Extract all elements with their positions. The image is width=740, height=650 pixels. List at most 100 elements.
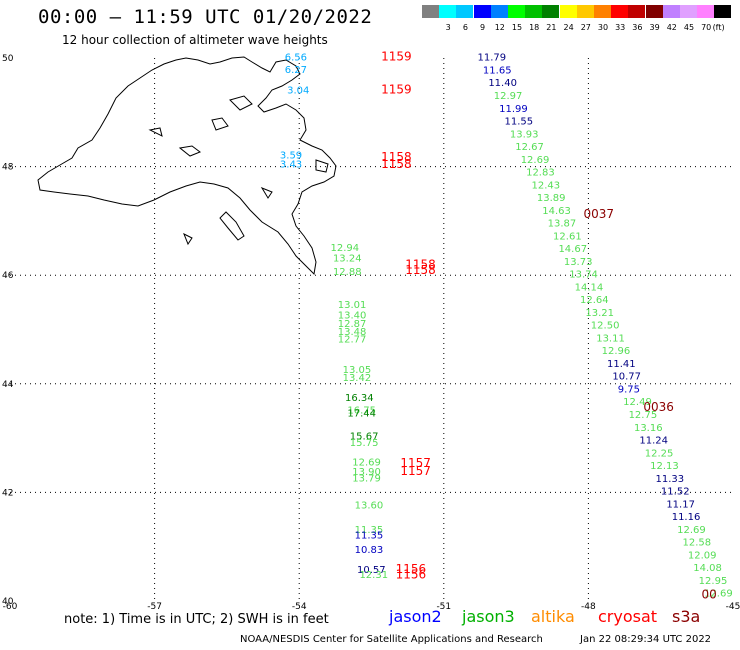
- wave-height-label: 11.65: [483, 65, 512, 76]
- wave-height-label: 13.05: [343, 365, 372, 376]
- wave-height-label: 12.96: [602, 346, 631, 357]
- latitude-tick-label: 40: [2, 597, 14, 607]
- wave-height-label: 12.88: [333, 267, 362, 278]
- legend-swatch: [490, 5, 508, 18]
- wave-height-label: 12.25: [645, 448, 674, 459]
- wave-height-label: 6.56: [285, 53, 307, 64]
- wave-height-label: 12.13: [650, 461, 679, 472]
- wave-height-label: 3.04: [287, 85, 309, 96]
- wave-height-label: 11.40: [488, 78, 517, 89]
- generation-timestamp: Jan 22 08:29:34 UTC 2022: [580, 634, 712, 645]
- legend-label: 27: [580, 23, 591, 32]
- wave-height-label: 11.35: [355, 531, 384, 542]
- wave-height-label: 13.48: [338, 327, 367, 338]
- latitude-tick-label: 50: [2, 54, 14, 64]
- wave-height-label: 10.83: [355, 545, 384, 556]
- pass-time-label: 1158: [405, 263, 436, 277]
- legend-label: 3: [445, 23, 451, 32]
- wave-height-label: 13.73: [564, 257, 593, 268]
- legend-swatch: [611, 5, 629, 18]
- wave-height-label: 14.67: [558, 244, 587, 255]
- wave-height-label: 6.27: [285, 65, 307, 76]
- wave-height-label: 11.41: [607, 359, 636, 370]
- wave-height-label: 12.69: [521, 155, 550, 166]
- wave-height-label: 10.77: [612, 372, 641, 383]
- wave-height-label: 16.75: [347, 406, 376, 417]
- satellite-jason3: jason3: [462, 607, 515, 626]
- wave-height-label: 12.69: [352, 457, 381, 468]
- legend-swatch: [456, 5, 474, 18]
- legend-swatch: [508, 5, 525, 18]
- wave-height-label: 12.69: [677, 525, 706, 536]
- wave-height-label: 13.24: [333, 254, 362, 265]
- legend-swatch: [559, 5, 577, 18]
- legend-label: 21: [546, 23, 557, 32]
- latitude-tick-label: 44: [2, 380, 14, 390]
- wave-height-label: 13.01: [338, 300, 367, 311]
- legend-unit: (ft): [712, 23, 725, 32]
- wave-height-label: 12.31: [359, 570, 388, 581]
- pass-time-label: 1156: [396, 562, 427, 576]
- legend-label: 12: [494, 23, 505, 32]
- wave-height-label: 12.61: [553, 231, 582, 242]
- legend-label: 24: [563, 23, 574, 32]
- satellite-jason2: jason2: [389, 607, 442, 626]
- wave-height-label: 13.11: [596, 333, 625, 344]
- wave-height-label: 12.50: [591, 321, 620, 332]
- longitude-tick-label: -48: [581, 602, 596, 612]
- longitude-tick-label: -57: [147, 602, 162, 612]
- legend-swatch: [645, 5, 663, 18]
- pass-time-label: 1158: [381, 150, 412, 164]
- legend-label: 33: [615, 23, 626, 32]
- wave-height-label: 10.57: [357, 565, 386, 576]
- wave-height-label: 12.64: [580, 295, 609, 306]
- wave-height-label: 12.09: [688, 550, 717, 561]
- legend-swatch: [680, 5, 697, 18]
- wave-height-label: 17.44: [347, 408, 376, 419]
- wave-height-label: 13.90: [352, 467, 381, 478]
- wave-height-label: 11.79: [478, 53, 507, 64]
- legend-swatch: [473, 5, 491, 18]
- wave-height-label: 12.77: [338, 335, 367, 346]
- wave-height-label: 11.55: [505, 117, 534, 128]
- wave-height-label: 13.21: [585, 308, 614, 319]
- wave-height-label: 13.89: [537, 193, 566, 204]
- wave-height-label: 11.99: [499, 104, 528, 115]
- longitude-tick-label: -51: [436, 602, 451, 612]
- wave-height-label: 13.42: [343, 373, 372, 384]
- legend-swatch: [714, 5, 732, 18]
- newfoundland-coastline: [37, 56, 337, 276]
- wave-height-label: 3.43: [280, 160, 302, 171]
- lat-lon-grid: [10, 58, 733, 601]
- wave-height-label: 12.75: [629, 410, 658, 421]
- units-note: note: 1) Time is in UTC; 2) SWH is in fe…: [64, 612, 329, 627]
- wave-height-label: 14.63: [542, 206, 571, 217]
- legend-swatch: [697, 5, 715, 18]
- wave-height-label: 13.74: [569, 270, 598, 281]
- legend-label: 9: [480, 23, 486, 32]
- wave-height-label: 11.24: [639, 436, 668, 447]
- legend-label: 30: [597, 23, 609, 32]
- legend-swatch: [662, 5, 680, 18]
- legend-label: 45: [683, 23, 695, 32]
- wave-height-label: 15.75: [350, 438, 379, 449]
- legend-label: 36: [632, 23, 643, 32]
- wave-height-label: 12.94: [331, 243, 360, 254]
- satellite-s3a: s3a: [672, 607, 701, 626]
- legend-swatch: [576, 5, 594, 18]
- legend-swatch: [439, 5, 457, 18]
- longitude-tick-label: -60: [3, 602, 18, 612]
- legend-swatch: [628, 5, 646, 18]
- wave-height-label: 11.35: [355, 525, 384, 536]
- legend-label: 15: [511, 23, 523, 32]
- wave-height-label: 12.67: [515, 142, 544, 153]
- wave-height-label: 11.16: [672, 512, 701, 523]
- pass-time-label: 0036: [643, 400, 674, 414]
- wave-height-label: 13.87: [548, 219, 577, 230]
- pass-time-label: 1158: [405, 258, 436, 272]
- pass-time-label: 1158: [381, 157, 412, 171]
- legend-swatch: [525, 5, 543, 18]
